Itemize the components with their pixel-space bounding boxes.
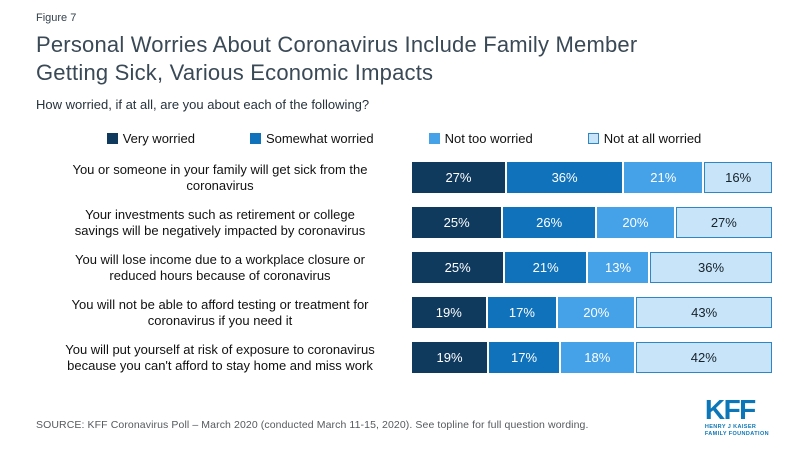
chart-row: Your investments such as retirement or c… xyxy=(36,200,773,245)
legend: Very worried Somewhat worried Not too wo… xyxy=(36,131,772,146)
chart-subtitle: How worried, if at all, are you about ea… xyxy=(36,97,370,112)
bar-segment-not-too-worried: 20% xyxy=(558,297,635,328)
bar-segment-not-at-all-worried: 42% xyxy=(635,342,773,373)
legend-swatch-not-too-worried-icon xyxy=(428,133,440,144)
legend-swatch-not-at-all-worried-icon xyxy=(587,133,599,144)
bar-segment-somewhat-worried: 17% xyxy=(489,342,560,373)
chart-row: You will not be able to afford testing o… xyxy=(36,290,772,335)
bar-segment-not-at-all-worried: 16% xyxy=(704,162,772,193)
bar-segment-very-worried: 27% xyxy=(412,162,505,193)
stacked-bar: 25% 21% 13% 36% xyxy=(412,252,773,283)
bar-segment-not-too-worried: 20% xyxy=(597,207,674,238)
category-label: You will lose income due to a workplace … xyxy=(74,251,365,283)
figure-label: Figure 7 xyxy=(36,12,77,24)
bar-segment-very-worried: 25% xyxy=(412,252,504,283)
chart-row: You or someone in your family will get s… xyxy=(36,155,772,200)
stacked-bar: 19% 17% 20% 43% xyxy=(412,297,772,328)
legend-label: Somewhat worried xyxy=(265,131,374,146)
source-note: SOURCE: KFF Coronavirus Poll – March 202… xyxy=(36,419,589,431)
bar-segment-somewhat-worried: 26% xyxy=(503,207,596,238)
legend-label: Not at all worried xyxy=(603,131,702,146)
title-line-1: Personal Worries About Coronavirus Inclu… xyxy=(36,32,638,57)
stacked-bar: 19% 17% 18% 42% xyxy=(412,342,773,373)
category-label: You will put yourself at risk of exposur… xyxy=(65,341,375,373)
bar-segment-very-worried: 19% xyxy=(412,342,488,373)
bar-segment-very-worried: 25% xyxy=(412,207,502,238)
kff-logo-subline-1: HENRY J KAISER xyxy=(704,424,757,431)
bar-segment-not-at-all-worried: 43% xyxy=(636,297,772,328)
bar-segment-not-at-all-worried: 36% xyxy=(650,252,773,283)
legend-swatch-somewhat-worried-icon xyxy=(249,133,261,144)
category-label: You will not be able to afford testing o… xyxy=(71,296,369,328)
legend-label: Very worried xyxy=(122,131,195,146)
bar-segment-not-too-worried: 21% xyxy=(624,162,703,193)
bar-segment-somewhat-worried: 36% xyxy=(506,162,623,193)
legend-item-not-at-all-worried: Not at all worried xyxy=(587,131,702,146)
stacked-bar: 27% 36% 21% 16% xyxy=(412,162,772,193)
legend-label: Not too worried xyxy=(444,131,533,146)
bar-segment-somewhat-worried: 21% xyxy=(505,252,587,283)
bar-segment-somewhat-worried: 17% xyxy=(487,297,557,328)
legend-item-somewhat-worried: Somewhat worried xyxy=(249,131,374,146)
category-label: You or someone in your family will get s… xyxy=(72,161,368,193)
bar-segment-not-at-all-worried: 27% xyxy=(675,207,773,238)
legend-swatch-very-worried-icon xyxy=(106,133,118,144)
page-title: Personal Worries About Coronavirus Inclu… xyxy=(36,31,772,87)
stacked-bar-chart: You or someone in your family will get s… xyxy=(36,155,773,380)
category-label: Your investments such as retirement or c… xyxy=(74,206,366,238)
legend-item-very-worried: Very worried xyxy=(106,131,195,146)
bar-segment-very-worried: 19% xyxy=(412,297,486,328)
bar-segment-not-too-worried: 18% xyxy=(561,342,634,373)
bar-segment-not-too-worried: 13% xyxy=(588,252,649,283)
chart-row: You will lose income due to a workplace … xyxy=(36,245,773,290)
kff-logo-subline-2: FAMILY FOUNDATION xyxy=(704,431,769,438)
kff-logo: KFF HENRY J KAISER FAMILY FOUNDATION xyxy=(704,394,769,438)
legend-item-not-too-worried: Not too worried xyxy=(428,131,533,146)
chart-row: You will put yourself at risk of exposur… xyxy=(36,335,773,380)
stacked-bar: 25% 26% 20% 27% xyxy=(412,207,773,238)
title-line-2: Getting Sick, Various Economic Impacts xyxy=(36,60,434,85)
kff-logo-text: KFF xyxy=(704,394,756,425)
